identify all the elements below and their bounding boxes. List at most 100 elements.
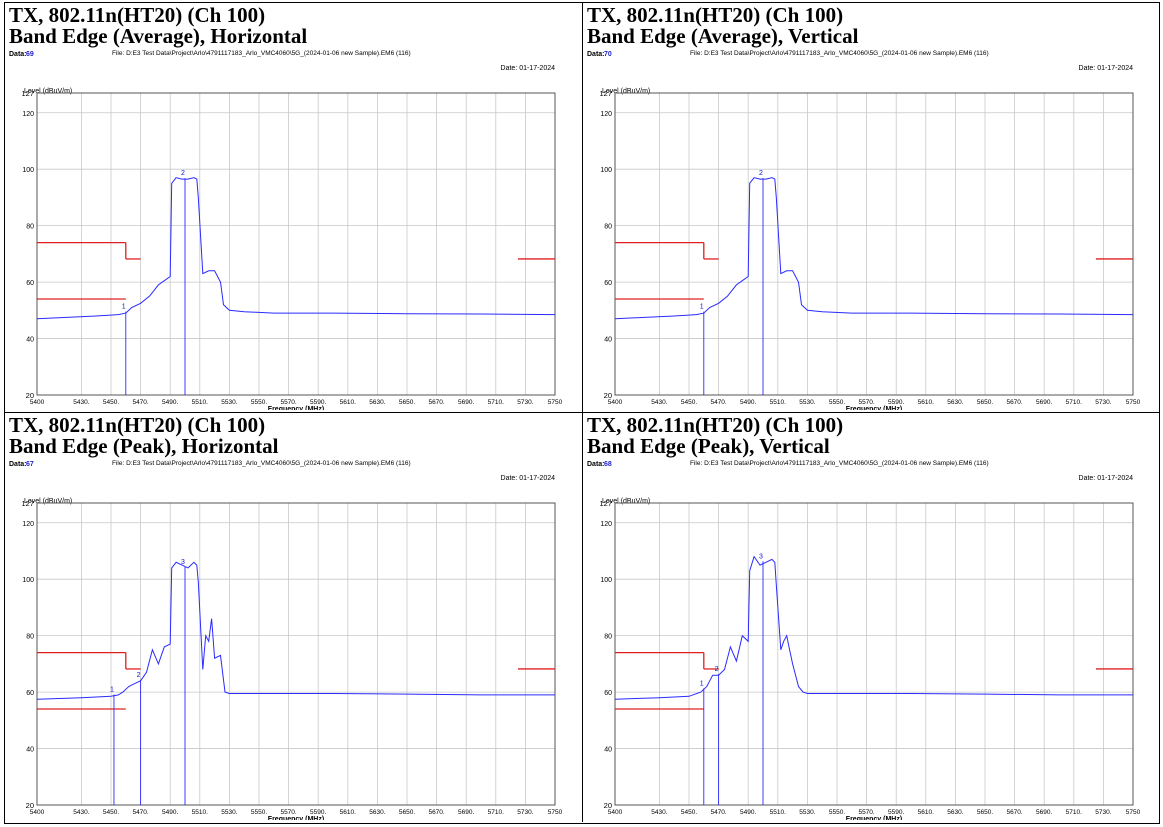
x-tick-label: 5490. xyxy=(740,809,756,816)
panel-peak-horizontal: TX, 802.11n(HT20) (Ch 100) Band Edge (Pe… xyxy=(5,413,583,822)
y-tick-label: 40 xyxy=(604,747,612,754)
x-tick-label: 5590. xyxy=(888,809,904,816)
data-number: 68 xyxy=(604,461,612,468)
x-tick-label: 5650. xyxy=(977,399,993,406)
y-tick-label: 20 xyxy=(604,391,612,400)
measurement-trace xyxy=(614,555,1133,700)
report-table: TX, 802.11n(HT20) (Ch 100) Band Edge (Av… xyxy=(4,2,1160,824)
x-tick-label: 5400 xyxy=(30,809,45,816)
x-tick-label: 5630. xyxy=(369,399,385,406)
x-tick-label: 5650. xyxy=(399,399,415,406)
file-path: File: D:E3 Test Data\Project\Arlo\479111… xyxy=(690,460,989,467)
spectrum-plot: Data: 68 File: D:E3 Test Data\Project\Arlo… xyxy=(587,460,1141,820)
panel-title-line1: TX, 802.11n(HT20) (Ch 100) xyxy=(587,3,844,27)
x-tick-label: 5530. xyxy=(799,399,815,406)
x-tick-label: 5690. xyxy=(458,399,474,406)
x-tick-label: 5590. xyxy=(310,809,326,816)
y-axis-title: Level (dBuV/m) xyxy=(602,88,650,95)
x-tick-label: 5710. xyxy=(1066,809,1082,816)
panel-title-line1: TX, 802.11n(HT20) (Ch 100) xyxy=(587,413,844,437)
x-tick-label: 5650. xyxy=(977,809,993,816)
x-tick-label: 5570. xyxy=(858,399,874,406)
x-axis-title: Frequency (MHz) xyxy=(846,406,902,410)
y-tick-label: 60 xyxy=(26,690,34,697)
x-tick-label: 5590. xyxy=(310,399,326,406)
y-axis-title: Level (dBuV/m) xyxy=(24,498,72,505)
x-tick-label: 5570. xyxy=(280,809,296,816)
x-tick-label: 5470. xyxy=(132,809,148,816)
x-tick-label: 5430. xyxy=(73,399,89,406)
chart-date: Date: 01-17-2024 xyxy=(501,65,556,72)
spectrum-plot: Data: 70 File: D:E3 Test Data\Project\Arlo… xyxy=(587,50,1141,410)
marker-label: 2 xyxy=(137,672,141,679)
x-tick-label: 5690. xyxy=(1036,399,1052,406)
x-tick-label: 5610. xyxy=(340,399,356,406)
y-tick-label: 127 xyxy=(599,89,612,98)
marker-label: 1 xyxy=(700,680,704,687)
y-tick-label: 127 xyxy=(599,499,612,508)
panel-average-vertical: TX, 802.11n(HT20) (Ch 100) Band Edge (Av… xyxy=(583,3,1160,413)
data-label: Data: xyxy=(587,461,605,468)
x-tick-label: 5710. xyxy=(1066,399,1082,406)
y-tick-label: 100 xyxy=(22,577,34,584)
x-tick-label: 5450. xyxy=(681,809,697,816)
x-tick-label: 5450. xyxy=(103,809,119,816)
x-tick-label: 5490. xyxy=(162,399,178,406)
marker-label: 1 xyxy=(110,686,114,693)
spectrum-plot: Data: 67 File: D:E3 Test Data\Project\Arlo… xyxy=(9,460,563,820)
data-label: Data: xyxy=(9,461,27,468)
x-tick-label: 5570. xyxy=(280,399,296,406)
y-tick-label: 20 xyxy=(604,801,612,810)
x-tick-label: 5450. xyxy=(103,399,119,406)
y-tick-label: 120 xyxy=(600,111,612,118)
x-tick-label: 5590. xyxy=(888,399,904,406)
panel-average-horizontal: TX, 802.11n(HT20) (Ch 100) Band Edge (Av… xyxy=(5,3,583,413)
y-tick-label: 120 xyxy=(22,111,34,118)
y-tick-label: 120 xyxy=(600,521,612,528)
x-tick-label: 5670. xyxy=(428,809,444,816)
y-tick-label: 40 xyxy=(26,747,34,754)
y-tick-label: 20 xyxy=(26,801,34,810)
y-tick-label: 127 xyxy=(21,89,34,98)
y-axis-title: Level (dBuV/m) xyxy=(602,498,650,505)
y-tick-label: 60 xyxy=(604,690,612,697)
x-tick-label: 5750 xyxy=(1126,399,1141,406)
y-tick-label: 60 xyxy=(604,280,612,287)
x-tick-label: 5530. xyxy=(799,809,815,816)
x-tick-label: 5730. xyxy=(1095,809,1111,816)
x-tick-label: 5670. xyxy=(1006,399,1022,406)
panel-heading: TX, 802.11n(HT20) (Ch 100) Band Edge (Pe… xyxy=(587,415,843,457)
x-tick-label: 5550. xyxy=(251,809,267,816)
x-tick-label: 5750 xyxy=(548,809,563,816)
x-tick-label: 5470. xyxy=(710,809,726,816)
plot-frame xyxy=(614,92,1134,396)
y-tick-label: 100 xyxy=(22,167,34,174)
measurement-trace xyxy=(36,177,556,320)
data-number: 70 xyxy=(604,51,612,58)
x-tick-label: 5630. xyxy=(947,399,963,406)
panel-title-line1: TX, 802.11n(HT20) (Ch 100) xyxy=(9,413,266,437)
data-number: 69 xyxy=(26,51,34,58)
x-tick-label: 5730. xyxy=(517,399,533,406)
file-path: File: D:E3 Test Data\Project\Arlo\479111… xyxy=(690,50,989,57)
y-tick-label: 40 xyxy=(604,337,612,344)
x-tick-label: 5730. xyxy=(517,809,533,816)
chart-date: Date: 01-17-2024 xyxy=(1079,475,1134,482)
panel-title-line2: Band Edge (Peak), Horizontal xyxy=(9,434,279,458)
panel-title-line2: Band Edge (Average), Horizontal xyxy=(9,24,308,48)
x-tick-label: 5710. xyxy=(488,399,504,406)
x-tick-label: 5570. xyxy=(858,809,874,816)
panel-title-line1: TX, 802.11n(HT20) (Ch 100) xyxy=(9,3,266,27)
x-tick-label: 5510. xyxy=(770,809,786,816)
panel-title-line2: Band Edge (Average), Vertical xyxy=(587,24,859,48)
plot-frame xyxy=(36,502,556,806)
data-number: 67 xyxy=(26,461,34,468)
panel-heading: TX, 802.11n(HT20) (Ch 100) Band Edge (Av… xyxy=(9,5,307,47)
x-tick-label: 5550. xyxy=(829,809,845,816)
panel-heading: TX, 802.11n(HT20) (Ch 100) Band Edge (Av… xyxy=(587,5,858,47)
panel-title-line2: Band Edge (Peak), Vertical xyxy=(587,434,830,458)
x-tick-label: 5510. xyxy=(770,399,786,406)
y-tick-label: 100 xyxy=(600,577,612,584)
y-tick-label: 127 xyxy=(21,499,34,508)
spectrum-plot: Data: 69 File: D:E3 Test Data\Project\Arlo… xyxy=(9,50,563,410)
